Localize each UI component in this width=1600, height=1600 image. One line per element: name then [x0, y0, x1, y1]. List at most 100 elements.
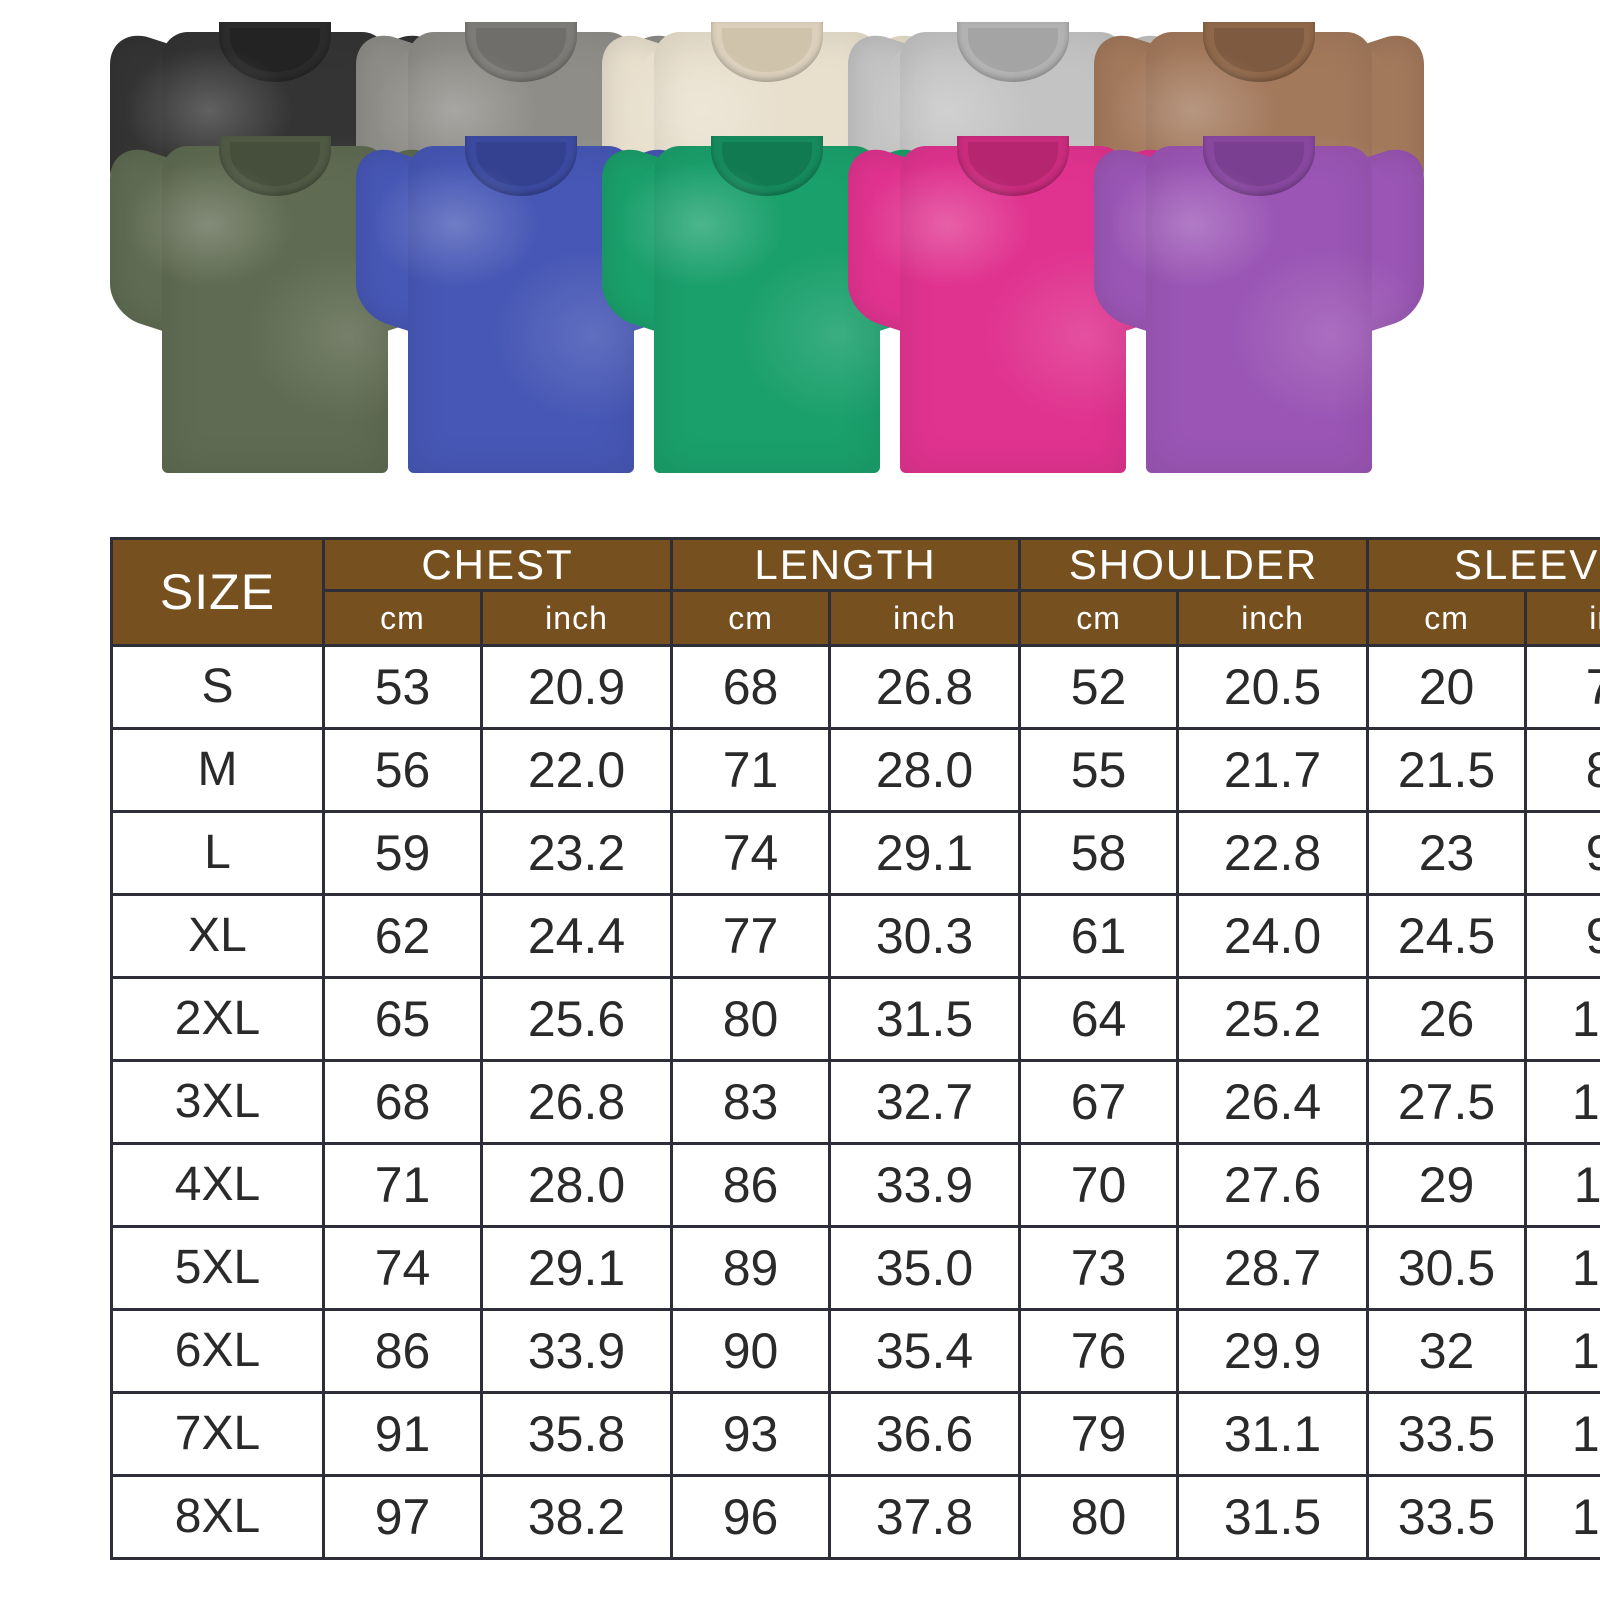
cell-length-inch: 28.0 — [828, 727, 1022, 813]
cell-sleeve-cm: 20 — [1366, 644, 1528, 730]
cell-chest-inch: 24.4 — [479, 893, 674, 979]
cell-length-inch: 32.7 — [828, 1059, 1022, 1145]
tshirt-collar-inner — [722, 142, 812, 186]
tshirt-collar-inner — [476, 28, 566, 72]
unit-header-length-cm: cm — [670, 589, 832, 647]
cell-size: 6XL — [110, 1308, 325, 1394]
cell-size: 5XL — [110, 1225, 325, 1311]
cell-chest-cm: 97 — [322, 1474, 483, 1560]
column-header-length: LENGTH — [670, 536, 1022, 593]
cell-sleeve-inch: 8.5 — [1524, 727, 1600, 813]
cell-sleeve-cm: 23 — [1366, 810, 1528, 896]
cell-length-inch: 33.9 — [828, 1142, 1022, 1228]
size-chart-table: SIZE CHEST LENGTH SHOULDER SLEEVE cm inc… — [110, 536, 1600, 1560]
cell-length-cm: 86 — [670, 1142, 832, 1228]
size-chart-table-container: SIZE CHEST LENGTH SHOULDER SLEEVE cm inc… — [110, 536, 1600, 1560]
cell-shoulder-cm: 64 — [1018, 976, 1180, 1062]
unit-header-length-inch: inch — [828, 589, 1022, 647]
cell-shoulder-cm: 55 — [1018, 727, 1180, 813]
tshirt-purple — [1094, 128, 1424, 473]
tshirt-collar-inner — [968, 142, 1058, 186]
cell-sleeve-cm: 26 — [1366, 976, 1528, 1062]
cell-shoulder-inch: 20.5 — [1176, 644, 1370, 730]
cell-length-cm: 93 — [670, 1391, 832, 1477]
tshirt-collar-inner — [476, 142, 566, 186]
tshirt-collar-inner — [968, 28, 1058, 72]
unit-header-chest-cm: cm — [322, 589, 483, 647]
cell-shoulder-cm: 52 — [1018, 644, 1180, 730]
cell-shoulder-inch: 24.0 — [1176, 893, 1370, 979]
product-photo — [0, 0, 1600, 500]
cell-length-inch: 37.8 — [828, 1474, 1022, 1560]
header-row-units: cm inch cm inch cm inch cm inch — [112, 589, 1600, 647]
unit-header-sleeve-inch: inch — [1524, 589, 1600, 647]
table-header: SIZE CHEST LENGTH SHOULDER SLEEVE cm inc… — [110, 536, 1600, 647]
cell-size: L — [110, 810, 325, 896]
unit-header-shoulder-inch: inch — [1176, 589, 1370, 647]
cell-shoulder-inch: 31.1 — [1176, 1391, 1370, 1477]
cell-length-inch: 36.6 — [828, 1391, 1022, 1477]
cell-length-cm: 80 — [670, 976, 832, 1062]
column-header-sleeve: SLEEVE — [1366, 536, 1600, 593]
tshirt-collar — [219, 136, 331, 196]
cell-length-cm: 83 — [670, 1059, 832, 1145]
cell-length-inch: 31.5 — [828, 976, 1022, 1062]
tshirt-body — [408, 146, 634, 473]
cell-sleeve-inch: 11.4 — [1524, 1142, 1600, 1228]
cell-size: XL — [110, 893, 325, 979]
cell-chest-inch: 29.1 — [479, 1225, 674, 1311]
tshirt-collar-inner — [230, 142, 320, 186]
cell-sleeve-cm: 33.5 — [1366, 1474, 1528, 1560]
cell-sleeve-inch: 10.2 — [1524, 976, 1600, 1062]
cell-length-cm: 77 — [670, 893, 832, 979]
cell-shoulder-cm: 73 — [1018, 1225, 1180, 1311]
cell-shoulder-inch: 29.9 — [1176, 1308, 1370, 1394]
cell-chest-inch: 23.2 — [479, 810, 674, 896]
cell-length-cm: 68 — [670, 644, 832, 730]
cell-sleeve-inch: 10.8 — [1524, 1059, 1600, 1145]
cell-sleeve-cm: 21.5 — [1366, 727, 1528, 813]
cell-chest-cm: 56 — [322, 727, 483, 813]
header-row-groups: SIZE CHEST LENGTH SHOULDER SLEEVE — [110, 536, 1600, 647]
cell-sleeve-cm: 29 — [1366, 1142, 1528, 1228]
cell-shoulder-inch: 27.6 — [1176, 1142, 1370, 1228]
cell-chest-inch: 22.0 — [479, 727, 674, 813]
cell-length-inch: 30.3 — [828, 893, 1022, 979]
cell-size: M — [110, 727, 325, 813]
cell-shoulder-cm: 80 — [1018, 1474, 1180, 1560]
cell-shoulder-inch: 21.7 — [1176, 727, 1370, 813]
cell-shoulder-cm: 70 — [1018, 1142, 1180, 1228]
cell-chest-cm: 68 — [322, 1059, 483, 1145]
cell-sleeve-cm: 32 — [1366, 1308, 1528, 1394]
cell-length-cm: 90 — [670, 1308, 832, 1394]
table-body: S5320.96826.85220.5207.9M5622.07128.0552… — [110, 644, 1600, 1560]
cell-sleeve-inch: 13.2 — [1524, 1474, 1600, 1560]
tshirt-collar-inner — [1214, 142, 1304, 186]
cell-chest-inch: 38.2 — [479, 1474, 674, 1560]
cell-sleeve-cm: 33.5 — [1366, 1391, 1528, 1477]
cell-length-cm: 74 — [670, 810, 832, 896]
unit-header-shoulder-cm: cm — [1018, 589, 1180, 647]
tshirt-collar — [465, 22, 577, 82]
cell-chest-cm: 86 — [322, 1308, 483, 1394]
cell-chest-cm: 74 — [322, 1225, 483, 1311]
cell-sleeve-inch: 9.1 — [1524, 810, 1600, 896]
column-header-chest: CHEST — [321, 536, 674, 593]
column-header-shoulder: SHOULDER — [1018, 536, 1370, 593]
cell-shoulder-cm: 76 — [1018, 1308, 1180, 1394]
cell-length-inch: 29.1 — [828, 810, 1022, 896]
cell-size: 8XL — [110, 1474, 325, 1560]
cell-chest-cm: 59 — [322, 810, 483, 896]
cell-sleeve-cm: 27.5 — [1366, 1059, 1528, 1145]
column-header-size: SIZE — [110, 537, 325, 647]
unit-header-chest-inch: inch — [479, 589, 674, 647]
